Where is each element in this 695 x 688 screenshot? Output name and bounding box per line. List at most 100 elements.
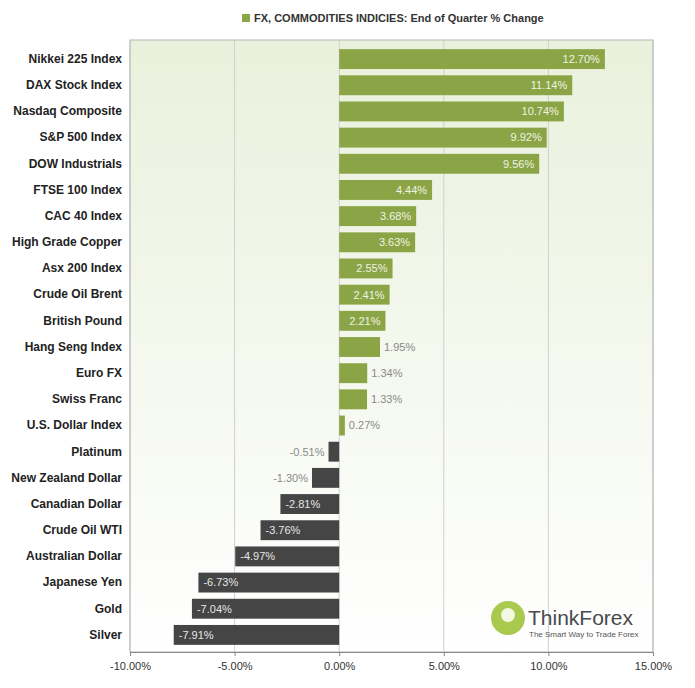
data-label: 2.41%: [353, 289, 384, 301]
category-label: S&P 500 Index: [40, 130, 123, 144]
logo: ThinkForexThe Smart Way to Trade Forex: [491, 601, 639, 639]
grid: [130, 40, 653, 652]
tick: Swiss Franc: [52, 392, 122, 406]
category-label: Japanese Yen: [43, 575, 122, 589]
data-label: -7.91%: [179, 629, 214, 641]
tick: Nasdaq Composite: [13, 104, 122, 118]
data-label: -3.76%: [266, 524, 301, 536]
category-label: High Grade Copper: [12, 235, 122, 249]
data-label: 12.70%: [563, 53, 601, 65]
tick: Crude Oil WTI: [43, 523, 122, 537]
logo-icon: [501, 608, 515, 622]
plot-background: [130, 40, 653, 652]
tick: DAX Stock Index: [26, 78, 122, 92]
bar: [329, 442, 340, 462]
category-label: Crude Oil Brent: [33, 287, 122, 301]
tick-label: 10.00%: [530, 660, 568, 672]
data-label: 3.68%: [380, 210, 411, 222]
category-label: Swiss Franc: [52, 392, 122, 406]
tick: High Grade Copper: [12, 235, 122, 249]
tick: Canadian Dollar: [31, 497, 123, 511]
data-label: -4.97%: [240, 550, 275, 562]
tick: Asx 200 Index: [42, 261, 122, 275]
y-axis: Nikkei 225 IndexDAX Stock IndexNasdaq Co…: [11, 52, 122, 642]
tick-mark: [444, 652, 445, 656]
bar: [339, 416, 345, 436]
category-label: FTSE 100 Index: [33, 183, 122, 197]
data-label: 1.34%: [371, 367, 402, 379]
tick-label: -5.00%: [218, 660, 253, 672]
data-label: 4.44%: [396, 184, 427, 196]
bar: [339, 232, 415, 252]
tick: S&P 500 Index: [40, 130, 123, 144]
category-label: Australian Dollar: [26, 549, 122, 563]
data-labels: 12.70%11.14%10.74%9.92%9.56%4.44%3.68%3.…: [179, 53, 600, 641]
category-label: Gold: [95, 602, 122, 616]
bar: [339, 311, 385, 331]
tick-label: 15.00%: [635, 660, 673, 672]
grid-line: [548, 40, 549, 652]
tick: British Pound: [43, 314, 122, 328]
data-label: 3.63%: [379, 236, 410, 248]
tick: New Zealand Dollar: [11, 471, 122, 485]
bar: [339, 259, 392, 279]
axis-line: [131, 653, 654, 657]
tick: Gold: [95, 602, 122, 616]
data-label: -1.30%: [273, 472, 308, 484]
logo-icon: [491, 601, 525, 635]
category-label: DOW Industrials: [29, 157, 123, 171]
data-label: 1.33%: [371, 393, 402, 405]
category-label: British Pound: [43, 314, 122, 328]
bar: [261, 520, 340, 540]
category-label: U.S. Dollar Index: [27, 418, 123, 432]
data-label: 11.14%: [531, 79, 568, 91]
data-label: -2.81%: [285, 498, 320, 510]
bar: [339, 154, 539, 174]
bar: [339, 49, 605, 69]
plot-frame: [130, 40, 653, 652]
data-label: -6.73%: [203, 576, 238, 588]
tick: Crude Oil Brent: [33, 287, 122, 301]
tick: DOW Industrials: [29, 157, 123, 171]
chart: -10.00% -5.00% 0.00% 5.00% 10.00% 15.00% Nikke…: [0, 0, 695, 688]
category-label: Canadian Dollar: [31, 497, 123, 511]
tick-label: -10.00%: [110, 660, 151, 672]
tick-label: 0.00%: [324, 660, 355, 672]
tick: Hang Seng Index: [25, 340, 123, 354]
category-label: Asx 200 Index: [42, 261, 122, 275]
tick: U.S. Dollar Index: [27, 418, 123, 432]
category-label: Platinum: [71, 445, 122, 459]
bar: [174, 625, 339, 645]
category-label: Hang Seng Index: [25, 340, 123, 354]
category-label: New Zealand Dollar: [11, 471, 122, 485]
tick: Japanese Yen: [43, 575, 122, 589]
data-label: 2.55%: [356, 262, 387, 274]
bar: [339, 128, 547, 148]
category-label: Silver: [89, 628, 122, 642]
tick: Platinum: [71, 445, 122, 459]
tick: 5.00%: [429, 652, 460, 672]
data-label: 1.95%: [384, 341, 415, 353]
category-label: CAC 40 Index: [45, 209, 123, 223]
data-label: 9.56%: [503, 158, 534, 170]
bar: [339, 285, 389, 305]
category-label: DAX Stock Index: [26, 78, 122, 92]
x-axis: -10.00% -5.00% 0.00% 5.00% 10.00% 15.00%: [110, 652, 672, 672]
title: FX, COMMODITIES INDICIES: End of Quarter…: [254, 12, 544, 24]
category-label: Euro FX: [76, 366, 122, 380]
bar: [339, 180, 432, 200]
tick-label: 5.00%: [429, 660, 460, 672]
data-label: 0.27%: [349, 419, 380, 431]
logo-tagline: The Smart Way to Trade Forex: [529, 630, 639, 639]
data-label: 9.92%: [511, 131, 542, 143]
data-label: -0.51%: [290, 446, 325, 458]
category-label: Nasdaq Composite: [13, 104, 122, 118]
tick-mark: [130, 652, 131, 656]
tick: Silver: [89, 628, 122, 642]
tick-mark: [339, 652, 340, 656]
tick: CAC 40 Index: [45, 209, 123, 223]
tick: Euro FX: [76, 366, 122, 380]
tick-mark: [653, 652, 654, 656]
bar: [339, 75, 572, 95]
bar: [339, 337, 380, 357]
